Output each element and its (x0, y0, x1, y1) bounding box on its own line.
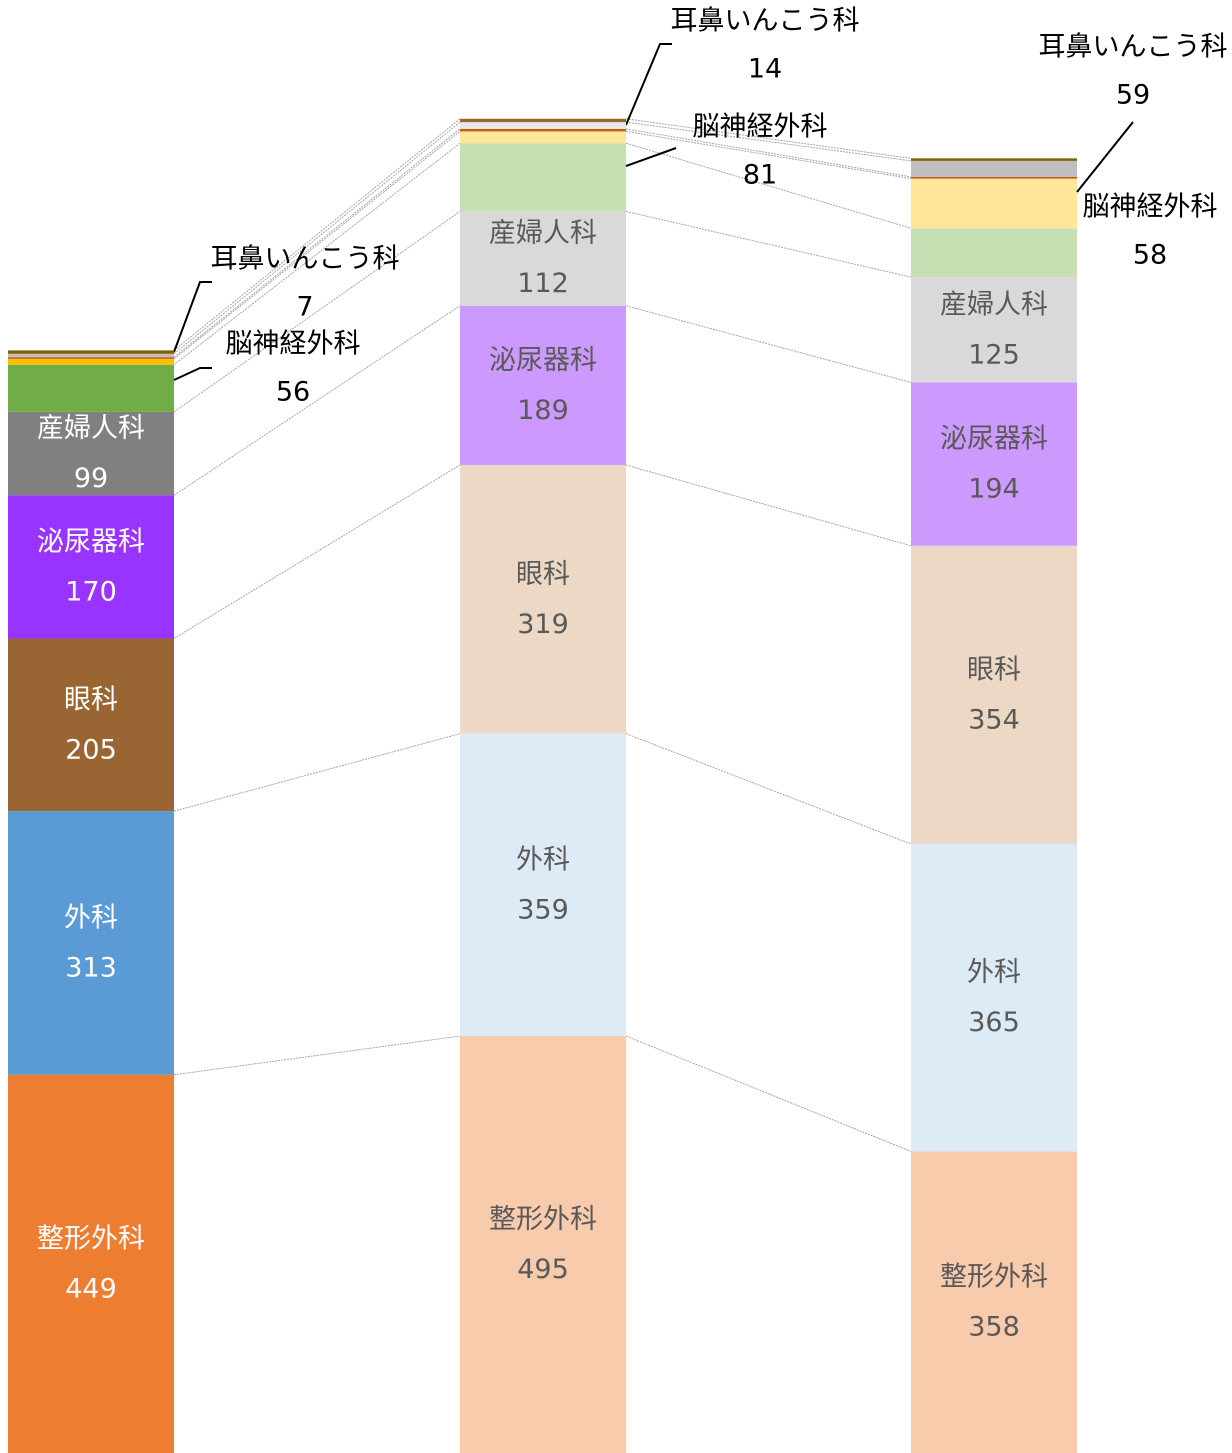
data-label-name: 泌尿器科 (940, 424, 1048, 455)
data-label: 354 (968, 704, 1020, 735)
bar-segment (8, 411, 174, 496)
bar-segment (911, 1151, 1077, 1453)
data-label: 56 (276, 377, 310, 408)
series-line (625, 1035, 912, 1152)
data-label-name: 産婦人科 (940, 289, 1048, 320)
bar-segment (460, 305, 626, 465)
series-line (173, 121, 461, 355)
bar-segment (911, 160, 1077, 177)
leader-line (173, 367, 212, 381)
data-label: 14 (748, 54, 782, 85)
series-line (173, 464, 461, 639)
series-line (625, 142, 912, 229)
data-label: 112 (517, 268, 569, 299)
data-label-name: 眼科 (516, 559, 570, 590)
bar-segment (460, 211, 626, 306)
data-label-name: 外科 (64, 902, 118, 933)
data-label-name: 泌尿器科 (489, 345, 597, 376)
series-line (173, 118, 461, 351)
bar-segment (460, 464, 626, 734)
data-label-name: 耳鼻いんこう科 (1039, 32, 1228, 63)
leader-line (625, 43, 672, 126)
bar-segment (8, 1074, 174, 1453)
data-label: 58 (1133, 240, 1167, 271)
data-label-name: 脳神経外科 (693, 112, 828, 143)
series-line (173, 305, 461, 496)
bar-segment (460, 118, 626, 123)
bar-segment (911, 176, 1077, 179)
series-line (173, 128, 461, 358)
data-label: 59 (1116, 80, 1150, 111)
data-label-name: 整形外科 (489, 1204, 597, 1235)
data-label: 81 (743, 160, 777, 191)
bar-segment (460, 143, 626, 212)
bar-segment (8, 357, 174, 359)
data-label-name: 脳神経外科 (1083, 192, 1218, 223)
bar-segment (460, 122, 626, 129)
data-label: 189 (517, 395, 569, 426)
data-label: 7 (296, 292, 313, 323)
bar-segment (460, 733, 626, 1037)
bar-segment (8, 495, 174, 639)
data-label: 170 (65, 576, 117, 607)
bar-segment (911, 178, 1077, 229)
bar-segment (8, 353, 174, 358)
series-line (625, 733, 912, 845)
series-line (173, 733, 461, 812)
bar-segment (460, 128, 626, 132)
data-label-name: 眼科 (64, 684, 118, 715)
series-line (625, 210, 912, 278)
bar-segment (460, 131, 626, 144)
series-line (625, 464, 912, 547)
data-label: 358 (968, 1312, 1020, 1343)
bar-segment (911, 545, 1077, 845)
data-label: 359 (517, 894, 569, 925)
series-line (173, 142, 461, 366)
series-line (173, 1035, 461, 1076)
leader-line (1076, 121, 1134, 193)
data-label: 365 (968, 1007, 1020, 1038)
leader-line (625, 147, 677, 167)
series-line (625, 130, 912, 180)
bar-segment (8, 364, 174, 412)
series-line (173, 131, 461, 360)
data-label-name: 整形外科 (37, 1223, 145, 1254)
bar-segment (8, 638, 174, 812)
bar-segment (8, 358, 174, 365)
bar-segment (911, 277, 1077, 383)
data-label-name: 産婦人科 (37, 413, 145, 444)
data-label: 205 (65, 734, 117, 765)
data-label-name: 泌尿器科 (37, 526, 145, 557)
data-label-name: 耳鼻いんこう科 (671, 6, 860, 37)
data-label-name: 整形外科 (940, 1262, 1048, 1293)
data-label-name: 脳神経外科 (226, 329, 361, 360)
data-label-name: 耳鼻いんこう科 (211, 244, 400, 275)
bar-segment (911, 158, 1077, 161)
data-label-name: 外科 (967, 957, 1021, 988)
bar-segment (911, 844, 1077, 1152)
leader-line (173, 281, 212, 353)
data-label-name: 外科 (516, 844, 570, 875)
data-label-name: 眼科 (967, 654, 1021, 685)
series-line (625, 128, 912, 178)
data-label: 313 (65, 952, 117, 983)
data-label: 125 (968, 339, 1020, 370)
data-label: 495 (517, 1254, 569, 1285)
bar-segment (460, 1036, 626, 1453)
series-line (625, 305, 912, 383)
bar-segment (911, 228, 1077, 278)
data-label: 319 (517, 609, 569, 640)
bar-segment (8, 350, 174, 354)
data-label: 194 (968, 474, 1020, 505)
data-label: 449 (65, 1273, 117, 1304)
series-line (173, 211, 461, 413)
bar-segment (8, 811, 174, 1075)
data-label-name: 産婦人科 (489, 218, 597, 249)
data-label: 99 (74, 463, 108, 494)
bar-segment (911, 382, 1077, 546)
